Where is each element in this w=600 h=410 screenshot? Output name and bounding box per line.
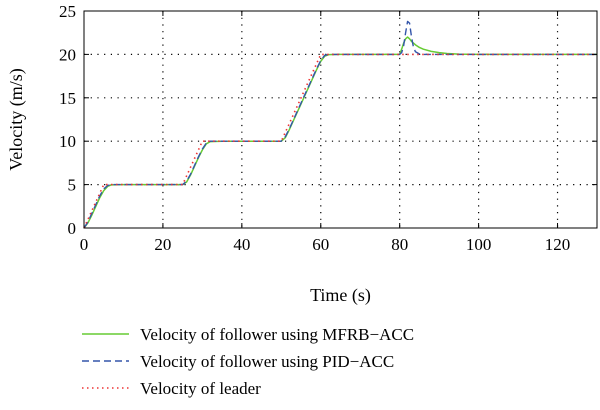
plot-frame — [83, 10, 598, 229]
x-tick-label: 0 — [80, 235, 89, 254]
y-axis-label: Velocity (m/s) — [6, 68, 27, 170]
series-line-1 — [83, 36, 597, 229]
ticks: 0 20 40 60 80 100 120 0 5 10 15 20 25 — [59, 2, 597, 254]
series-line-2 — [83, 20, 597, 229]
grid — [84, 11, 597, 228]
x-tick-label: 20 — [154, 235, 171, 254]
x-tick-label: 40 — [233, 235, 250, 254]
x-tick-label: 60 — [312, 235, 329, 254]
legend-label-1: Velocity of follower using MFRB−ACC — [140, 325, 414, 344]
x-tick-label: 120 — [545, 235, 571, 254]
x-axis-label: Time (s) — [310, 285, 371, 306]
x-tick-label: 80 — [391, 235, 408, 254]
x-tick-label: 100 — [466, 235, 492, 254]
y-tick-label: 10 — [59, 132, 76, 151]
y-tick-label: 15 — [59, 89, 76, 108]
legend-label-3: Velocity of leader — [140, 379, 261, 398]
legend-label-2: Velocity of follower using PID−ACC — [140, 352, 394, 371]
y-tick-label: 0 — [68, 219, 77, 238]
y-tick-label: 20 — [59, 45, 76, 64]
y-tick-label: 5 — [68, 176, 77, 195]
legend: Velocity of follower using MFRB−ACC Veloc… — [82, 325, 414, 398]
y-tick-label: 25 — [59, 2, 76, 21]
series-layer — [83, 20, 597, 229]
